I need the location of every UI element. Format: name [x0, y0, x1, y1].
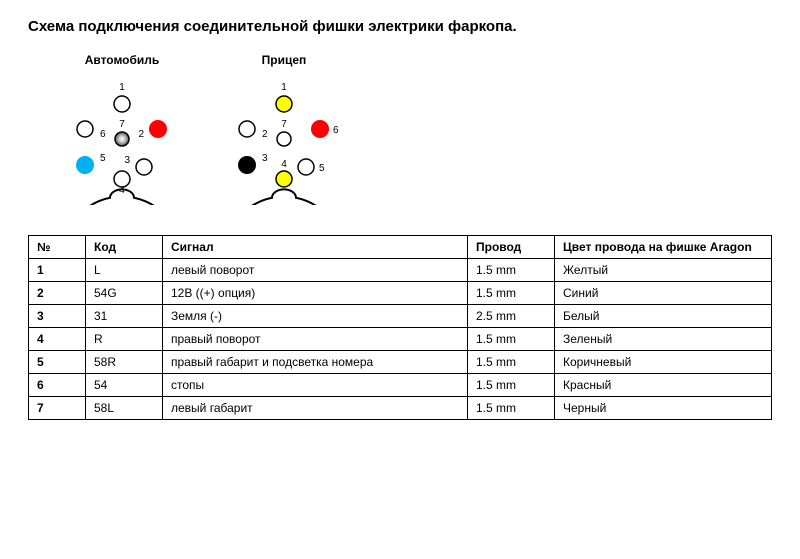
pin-label-4: 4	[119, 185, 125, 196]
cell: левый поворот	[163, 259, 468, 282]
pinout-table: №КодСигналПроводЦвет провода на фишке Ar…	[28, 235, 772, 420]
cell: Черный	[555, 397, 772, 420]
cell: левый габарит	[163, 397, 468, 420]
pin-label-4: 4	[281, 159, 287, 170]
table-row: 254G12В ((+) опция)1.5 mmСиний	[29, 282, 772, 305]
pin-label-7: 7	[281, 119, 287, 130]
pin-label-1: 1	[281, 82, 287, 93]
table-row: 758Lлевый габарит1.5 mmЧерный	[29, 397, 772, 420]
pin-3	[238, 156, 256, 174]
pin-3	[136, 159, 152, 175]
cell: 7	[29, 397, 86, 420]
col-header: Сигнал	[163, 236, 468, 259]
cell: Красный	[555, 374, 772, 397]
pin-6	[311, 120, 329, 138]
cell: 54	[86, 374, 163, 397]
col-header: Провод	[468, 236, 555, 259]
cell: правый поворот	[163, 328, 468, 351]
page-title: Схема подключения соединительной фишки э…	[28, 18, 772, 35]
connector-svg: 1 6 5 4 3 2 7	[218, 73, 350, 205]
pin-4	[276, 171, 292, 187]
cell: 58L	[86, 397, 163, 420]
connector: Прицеп 1 6 5 4 3 2 7	[218, 53, 350, 205]
cell: L	[86, 259, 163, 282]
cell: 4	[29, 328, 86, 351]
pin-1	[276, 96, 292, 112]
cell: 1.5 mm	[468, 351, 555, 374]
pin-7	[115, 132, 129, 146]
pin-7	[277, 132, 291, 146]
pin-5	[298, 159, 314, 175]
cell: стопы	[163, 374, 468, 397]
cell: Земля (-)	[163, 305, 468, 328]
cell: 31	[86, 305, 163, 328]
pin-1	[114, 96, 130, 112]
table-header-row: №КодСигналПроводЦвет провода на фишке Ar…	[29, 236, 772, 259]
pin-label-3: 3	[262, 153, 268, 164]
pin-label-2: 2	[262, 129, 268, 140]
pin-label-6: 6	[333, 125, 339, 136]
cell: 5	[29, 351, 86, 374]
pin-label-1: 1	[119, 82, 125, 93]
pin-6	[77, 121, 93, 137]
cell: 1	[29, 259, 86, 282]
cell: 58R	[86, 351, 163, 374]
pin-label-7: 7	[119, 119, 125, 130]
pin-label-6: 6	[100, 129, 106, 140]
cell: 3	[29, 305, 86, 328]
cell: Зеленый	[555, 328, 772, 351]
col-header: №	[29, 236, 86, 259]
cell: Коричневый	[555, 351, 772, 374]
cell: 2	[29, 282, 86, 305]
pin-label-5: 5	[319, 163, 325, 174]
connector: Автомобиль 1 2 3 4 5 6 7	[56, 53, 188, 205]
connector-outline	[224, 189, 344, 205]
cell: 2.5 mm	[468, 305, 555, 328]
col-header: Код	[86, 236, 163, 259]
cell: R	[86, 328, 163, 351]
cell: 1.5 mm	[468, 374, 555, 397]
connector-label: Автомобиль	[85, 53, 160, 67]
cell: 1.5 mm	[468, 282, 555, 305]
cell: Желтый	[555, 259, 772, 282]
cell: 54G	[86, 282, 163, 305]
cell: 1.5 mm	[468, 328, 555, 351]
pin-label-5: 5	[100, 153, 106, 164]
table-row: 1Lлевый поворот1.5 mmЖелтый	[29, 259, 772, 282]
table-row: 331Земля (-)2.5 mmБелый	[29, 305, 772, 328]
pin-label-2: 2	[138, 129, 144, 140]
col-header: Цвет провода на фишке Aragon	[555, 236, 772, 259]
connector-svg: 1 2 3 4 5 6 7	[56, 73, 188, 205]
cell: Синий	[555, 282, 772, 305]
pin-2	[239, 121, 255, 137]
cell: 6	[29, 374, 86, 397]
cell: правый габарит и подсветка номера	[163, 351, 468, 374]
connector-label: Прицеп	[262, 53, 307, 67]
pin-2	[149, 120, 167, 138]
connector-diagrams: Автомобиль 1 2 3 4 5 6 7 Прицеп 1 6 5 4 3 2 7	[56, 53, 772, 205]
table-row: 558Rправый габарит и подсветка номера1.5…	[29, 351, 772, 374]
cell: 1.5 mm	[468, 259, 555, 282]
pin-5	[76, 156, 94, 174]
table-row: 654стопы1.5 mmКрасный	[29, 374, 772, 397]
cell: 1.5 mm	[468, 397, 555, 420]
table-row: 4Rправый поворот1.5 mmЗеленый	[29, 328, 772, 351]
cell: Белый	[555, 305, 772, 328]
pin-label-3: 3	[124, 155, 130, 166]
cell: 12В ((+) опция)	[163, 282, 468, 305]
